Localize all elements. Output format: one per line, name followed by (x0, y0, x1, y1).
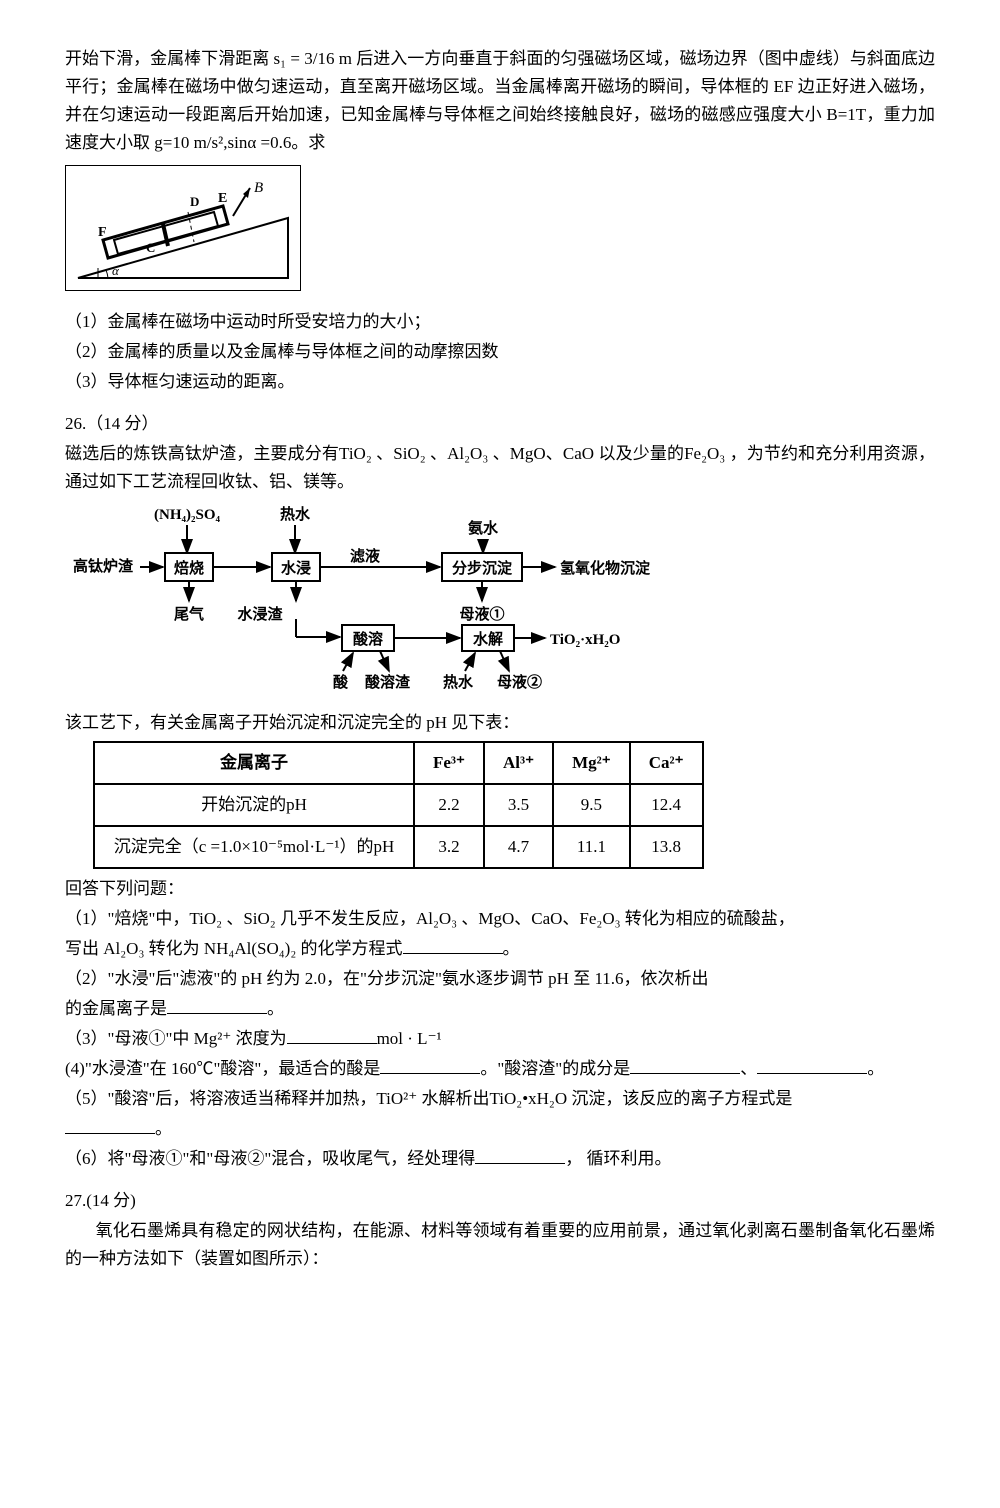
label-D: D (190, 194, 199, 209)
q25-item-1: （1）金属棒在磁场中运动时所受安培力的大小； (65, 308, 935, 336)
label-E: E (218, 191, 227, 206)
svg-text:酸溶: 酸溶 (353, 630, 383, 648)
svg-text:氨水: 氨水 (468, 519, 499, 537)
svg-text:酸: 酸 (333, 673, 349, 691)
q25-item-3: （3）导体框匀速运动的距离。 (65, 368, 935, 396)
blank-2[interactable] (167, 997, 267, 1014)
ph-col-1: Fe³⁺ (414, 742, 484, 784)
ph-col-2: Al³⁺ (484, 742, 553, 784)
table-row: 沉淀完全（c =1.0×10⁻⁵mol·L⁻¹）的pH 3.2 4.7 11.1… (94, 826, 703, 868)
q26-sub6: （6）将"母液①"和"母液②"混合，吸收尾气，经处理得， 循环利用。 (65, 1145, 935, 1173)
ph-table: 金属离子 Fe³⁺ Al³⁺ Mg²⁺ Ca²⁺ 开始沉淀的pH 2.2 3.5… (93, 741, 704, 869)
svg-text:水浸渣: 水浸渣 (237, 605, 283, 623)
svg-text:水浸: 水浸 (281, 559, 311, 577)
svg-text:氢氧化物沉淀: 氢氧化物沉淀 (560, 559, 651, 577)
q26-header: 26.（14 分） (65, 410, 935, 438)
svg-text:(NH₄)₂SO₄: (NH₄)₂SO₄ (154, 507, 220, 523)
svg-text:TiO₂·xH₂O: TiO₂·xH₂O (550, 632, 620, 648)
svg-text:焙烧: 焙烧 (174, 559, 204, 577)
blank-4a[interactable] (380, 1057, 480, 1074)
ph-col-0: 金属离子 (94, 742, 414, 784)
q26-sub3: （3）"母液①"中 Mg²⁺ 浓度为mol · L⁻¹ (65, 1025, 935, 1053)
svg-text:热水: 热水 (443, 673, 474, 691)
intro-paragraph: 开始下滑，金属棒下滑距离 s₁ = 3/16 m 后进入一方向垂直于斜面的匀强磁… (65, 45, 935, 157)
blank-1[interactable] (403, 937, 503, 954)
q26-intro: 磁选后的炼铁高钛炉渣，主要成分有TiO₂ 、SiO₂ 、Al₂O₃ 、MgO、C… (65, 440, 935, 496)
ph-col-3: Mg²⁺ (553, 742, 630, 784)
q25-item-2: （2）金属棒的质量以及金属棒与导体框之间的动摩擦因数 (65, 338, 935, 366)
svg-text:尾气: 尾气 (174, 605, 204, 623)
label-B: B (254, 180, 263, 196)
flowchart-figure: (NH₄)₂SO₄ 热水 氨水 高钛炉渣 焙烧 水浸 滤液 分步沉淀 氢氧化物沉… (65, 501, 935, 705)
svg-text:酸溶渣: 酸溶渣 (365, 673, 411, 691)
blank-4c[interactable] (757, 1057, 867, 1074)
ph-col-4: Ca²⁺ (630, 742, 703, 784)
q27-intro: 氧化石墨烯具有稳定的网状结构，在能源、材料等领域有着重要的应用前景，通过氧化剥离… (65, 1217, 935, 1273)
blank-5[interactable] (65, 1117, 155, 1134)
q26-sub1a: （1）"焙烧"中，TiO₂ 、SiO₂ 几乎不发生反应，Al₂O₃ 、MgO、C… (65, 905, 935, 933)
physics-figure: F E C D B α (65, 165, 301, 291)
label-alpha: α (112, 263, 120, 278)
svg-text:水解: 水解 (473, 630, 503, 648)
q26-sub1b: 写出 Al₂O₃ 转化为 NH₄Al(SO₄)₂ 的化学方程式。 (65, 935, 935, 963)
q26-sub5: （5）"酸溶"后，将溶液适当稀释并加热，TiO²⁺ 水解析出TiO₂•xH₂O … (65, 1085, 935, 1113)
q26-sub4: (4)"水浸渣"在 160℃"酸溶"，最适合的酸是。"酸溶渣"的成分是、。 (65, 1055, 935, 1083)
svg-text:滤液: 滤液 (350, 547, 381, 565)
svg-text:母液②: 母液② (497, 673, 542, 691)
svg-text:热水: 热水 (280, 505, 311, 523)
q27-header: 27.(14 分) (65, 1187, 935, 1215)
blank-6[interactable] (475, 1147, 565, 1164)
svg-text:高钛炉渣: 高钛炉渣 (73, 557, 134, 575)
svg-text:母液①: 母液① (459, 605, 504, 623)
blank-3[interactable] (287, 1027, 377, 1044)
label-F: F (98, 225, 107, 240)
label-C: C (146, 240, 155, 255)
q26-answer-header: 回答下列问题： (65, 875, 935, 903)
svg-text:分步沉淀: 分步沉淀 (452, 559, 513, 577)
q26-sub5-blank: 。 (65, 1115, 935, 1143)
q26-table-intro: 该工艺下，有关金属离子开始沉淀和沉淀完全的 pH 见下表： (65, 709, 935, 737)
blank-4b[interactable] (630, 1057, 740, 1074)
q26-sub2a: （2）"水浸"后"滤液"的 pH 约为 2.0，在"分步沉淀"氨水逐步调节 pH… (65, 965, 935, 993)
table-row: 开始沉淀的pH 2.2 3.5 9.5 12.4 (94, 784, 703, 826)
q26-sub2b: 的金属离子是。 (65, 995, 935, 1023)
